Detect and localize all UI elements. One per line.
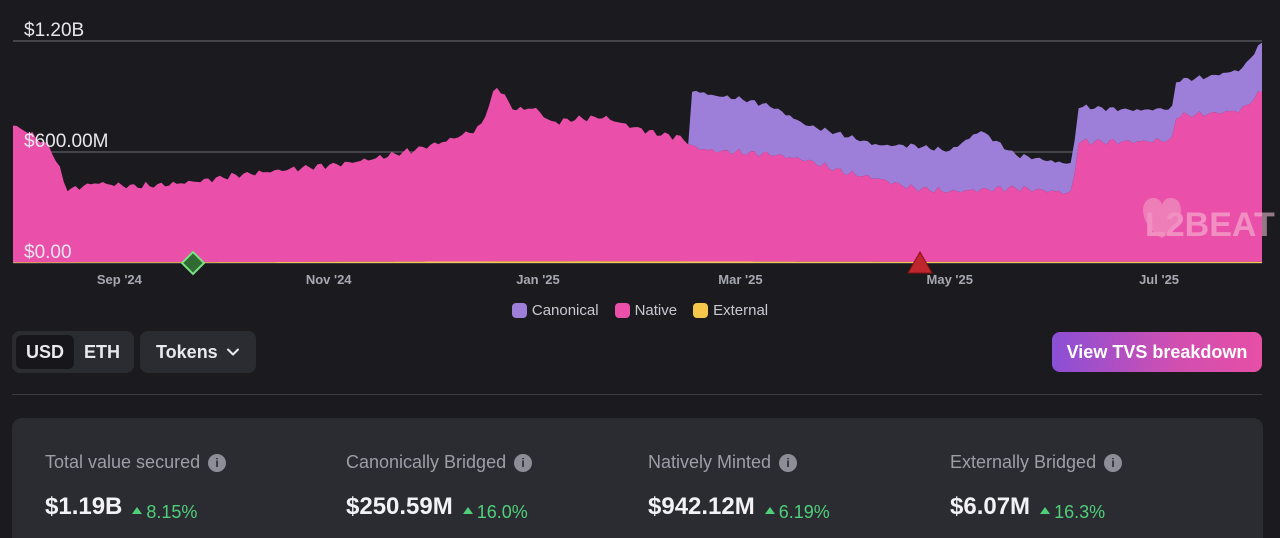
stat-total-value-secured: Total value secured i $1.19B 8.15% <box>45 452 227 523</box>
l2beat-watermark: L2BEAT <box>1143 197 1275 244</box>
stat-label: Total value secured <box>45 452 201 472</box>
x-tick-label: Nov '24 <box>306 272 352 287</box>
chart-legend: Canonical Native External <box>0 302 1280 319</box>
tokens-label: Tokens <box>156 341 218 362</box>
green-diamond-marker[interactable] <box>180 250 206 276</box>
stat-value: $250.59M <box>346 493 453 520</box>
divider <box>12 394 1262 395</box>
legend-item-external[interactable]: External <box>693 302 768 319</box>
chart-areas <box>13 42 1262 263</box>
stat-label: Canonically Bridged <box>346 452 507 472</box>
info-icon[interactable]: i <box>208 453 227 472</box>
unit-usd-button[interactable]: USD <box>16 335 75 369</box>
legend-item-canonical[interactable]: Canonical <box>511 302 599 319</box>
stat-value: $1.19B <box>45 493 123 520</box>
legend-item-native[interactable]: Native <box>614 302 678 319</box>
arrow-up-icon <box>1040 507 1051 514</box>
watermark-text: L2BEAT <box>1145 206 1275 244</box>
area-external[interactable] <box>13 261 1262 263</box>
legend-label: External <box>713 302 769 319</box>
area-native[interactable] <box>13 87 1262 263</box>
stat-change: 16.3% <box>1040 502 1105 523</box>
y-tick-label: $0.00 <box>24 242 72 263</box>
legend-label: Native <box>634 302 678 319</box>
x-tick-label: Sep '24 <box>97 272 143 287</box>
stat-label: Natively Minted <box>648 452 772 472</box>
unit-eth-button[interactable]: ETH <box>84 342 121 362</box>
x-tick-label: Mar '25 <box>718 272 762 287</box>
y-tick-label: $1.20B <box>24 20 84 41</box>
tokens-dropdown[interactable]: Tokens <box>140 331 256 373</box>
arrow-up-icon <box>132 507 143 514</box>
chevron-down-icon <box>226 348 239 356</box>
y-tick-label: $600.00M <box>24 131 109 152</box>
red-warning-marker[interactable] <box>907 250 933 274</box>
stat-externally-bridged: Externally Bridged i $6.07M 16.3% <box>950 452 1123 523</box>
info-icon[interactable]: i <box>514 453 533 472</box>
arrow-up-icon <box>462 507 473 514</box>
stat-canonically-bridged: Canonically Bridged i $250.59M 16.0% <box>346 452 533 523</box>
legend-swatch <box>511 303 527 318</box>
x-tick-label: May '25 <box>927 272 973 287</box>
info-icon[interactable]: i <box>1104 453 1123 472</box>
heart-logo <box>1143 197 1181 238</box>
stat-value: $942.12M <box>648 493 755 520</box>
x-tick-label: Jan '25 <box>516 272 560 287</box>
unit-toggle: USD ETH <box>12 331 135 373</box>
stat-change: 6.19% <box>764 502 830 523</box>
legend-swatch <box>693 303 709 318</box>
info-icon[interactable]: i <box>779 453 798 472</box>
view-tvs-breakdown-button[interactable]: View TVS breakdown <box>1052 332 1262 372</box>
stat-change: 8.15% <box>132 502 197 523</box>
chart-labels: $0.00 $600.00M $1.20B Sep '24 Nov '24 Jan '25… <box>24 20 1179 287</box>
area-canonical[interactable] <box>13 42 1262 195</box>
legend-swatch <box>614 303 630 318</box>
stat-label: Externally Bridged <box>950 452 1097 472</box>
tvs-chart: $0.00 $600.00M $1.20B Sep '24 Nov '24 Jan '25… <box>13 20 1275 287</box>
arrow-up-icon <box>764 507 775 514</box>
stat-value: $6.07M <box>950 493 1031 520</box>
stat-natively-minted: Natively Minted i $942.12M 6.19% <box>648 452 830 523</box>
x-tick-label: Jul '25 <box>1139 272 1179 287</box>
chart-controls: USD ETH Tokens <box>12 331 256 373</box>
legend-label: Canonical <box>531 302 599 319</box>
stat-change: 16.0% <box>462 502 528 523</box>
stats-panel: Total value secured i $1.19B 8.15% Canonic… <box>12 418 1263 538</box>
chart-event-markers[interactable] <box>180 250 933 276</box>
